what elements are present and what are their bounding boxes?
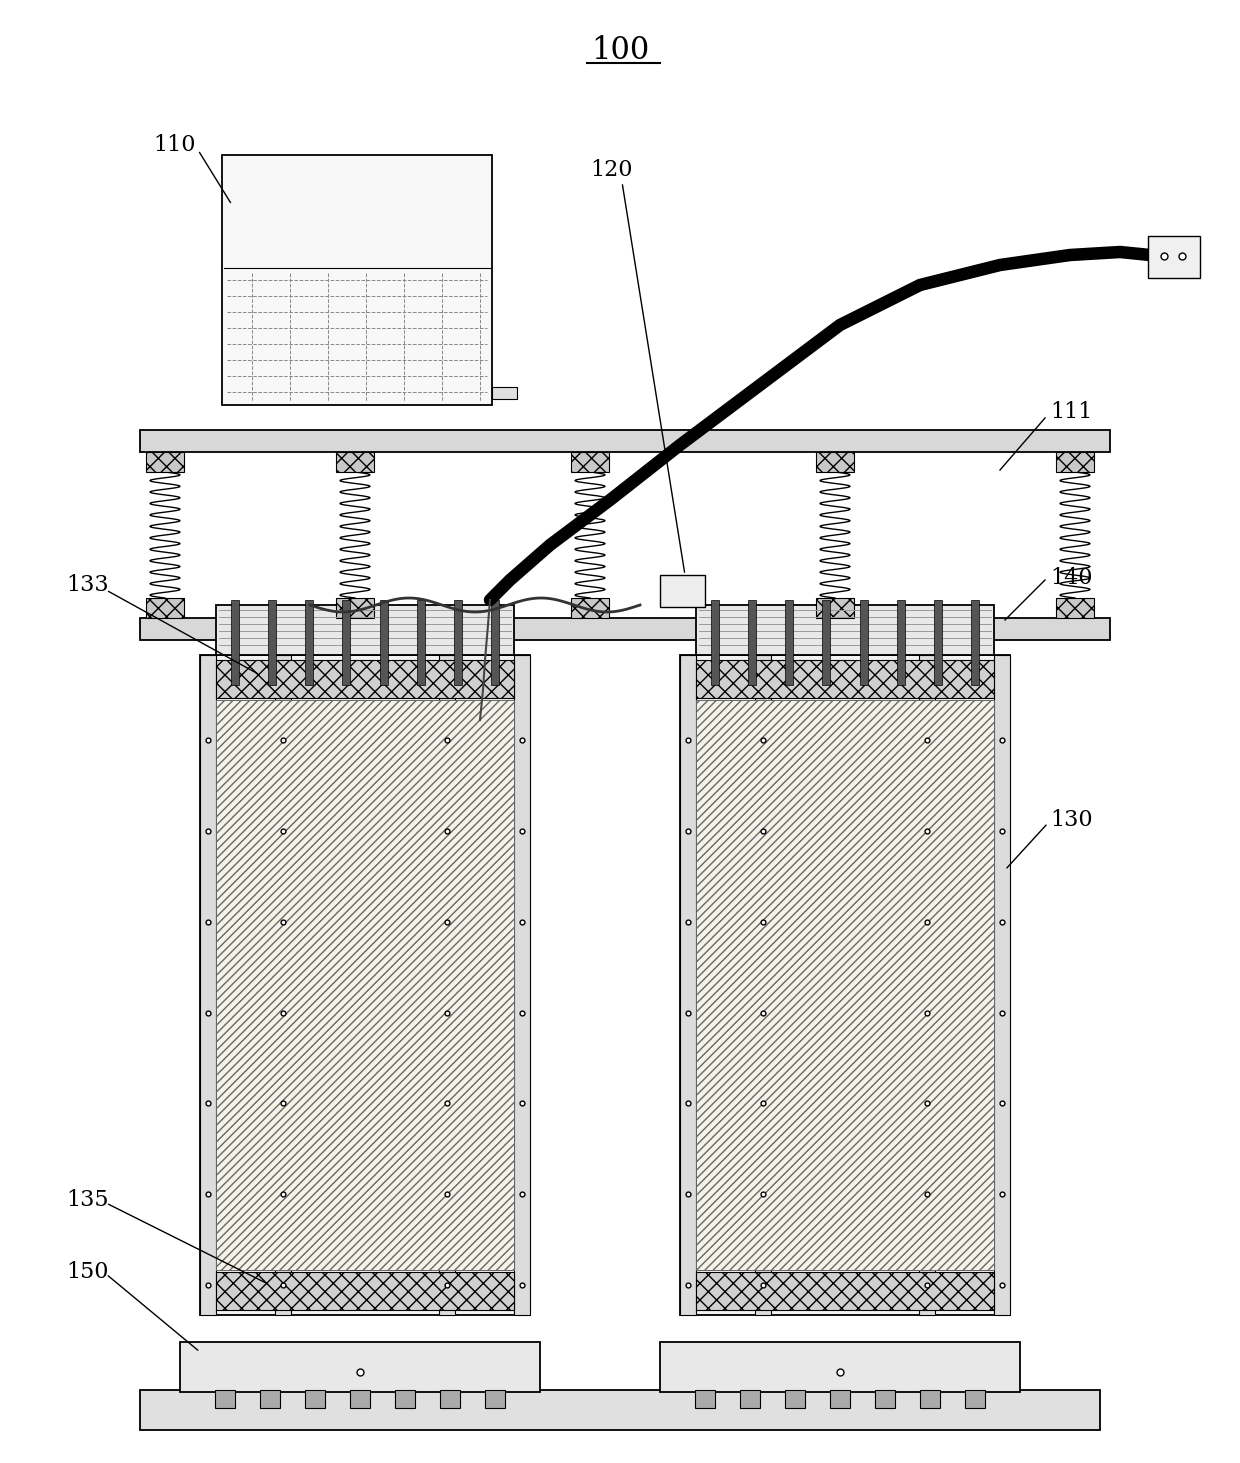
Bar [200, 655, 216, 1315]
Bar [515, 655, 529, 1315]
Text: 100: 100 [591, 35, 649, 66]
Text: 140: 140 [1050, 568, 1092, 590]
Bar [216, 699, 515, 1270]
Bar [934, 600, 942, 685]
Bar [830, 1390, 849, 1407]
Bar [140, 1390, 1100, 1429]
Bar [140, 430, 1110, 452]
Bar [492, 388, 517, 399]
Text: 135: 135 [67, 1189, 109, 1211]
Bar [994, 655, 1011, 1315]
Bar [260, 1390, 280, 1407]
Bar [305, 600, 314, 685]
Bar [454, 600, 463, 685]
Text: 130: 130 [1050, 809, 1092, 831]
Bar [696, 1271, 994, 1309]
Bar [216, 1271, 515, 1309]
Bar [570, 452, 609, 473]
Bar [785, 1390, 805, 1407]
Bar [859, 600, 868, 685]
Bar [660, 575, 706, 607]
Bar [1056, 452, 1094, 473]
Bar [919, 655, 935, 1315]
Bar [1148, 236, 1200, 278]
Bar [396, 1390, 415, 1407]
Bar [439, 655, 455, 1315]
Bar [350, 1390, 370, 1407]
Bar [696, 660, 994, 698]
Bar [680, 655, 1011, 1315]
Bar [216, 660, 515, 698]
Bar [275, 655, 291, 1315]
Bar [711, 600, 719, 685]
Bar [268, 600, 275, 685]
Bar [680, 655, 696, 1315]
Bar [336, 598, 374, 617]
Bar [816, 452, 854, 473]
Bar [146, 452, 184, 473]
Bar [920, 1390, 940, 1407]
Bar [440, 1390, 460, 1407]
Bar [875, 1390, 895, 1407]
Bar [491, 600, 500, 685]
Text: 111: 111 [1050, 401, 1092, 423]
Bar [305, 1390, 325, 1407]
Bar [215, 1390, 236, 1407]
Bar [140, 617, 1110, 639]
Text: 133: 133 [67, 573, 109, 595]
Bar [816, 598, 854, 617]
Bar [231, 600, 238, 685]
Bar [694, 1390, 715, 1407]
Text: 120: 120 [590, 159, 634, 181]
Bar [146, 598, 184, 617]
Bar [696, 606, 994, 655]
Bar [180, 1342, 539, 1391]
Bar [971, 600, 980, 685]
Bar [342, 600, 351, 685]
Bar [740, 1390, 760, 1407]
Bar [485, 1390, 505, 1407]
Bar [336, 452, 374, 473]
Bar [755, 655, 771, 1315]
Bar [785, 600, 794, 685]
Bar [1056, 598, 1094, 617]
Bar [965, 1390, 985, 1407]
Bar [379, 600, 388, 685]
Bar [216, 606, 515, 655]
Bar [696, 699, 994, 1270]
Bar [660, 1342, 1021, 1391]
Bar [822, 600, 831, 685]
Bar [222, 155, 492, 405]
Bar [748, 600, 756, 685]
Text: 150: 150 [67, 1261, 109, 1283]
Bar [897, 600, 905, 685]
Text: 110: 110 [154, 135, 196, 157]
Bar [200, 655, 529, 1315]
Bar [417, 600, 425, 685]
Bar [570, 598, 609, 617]
